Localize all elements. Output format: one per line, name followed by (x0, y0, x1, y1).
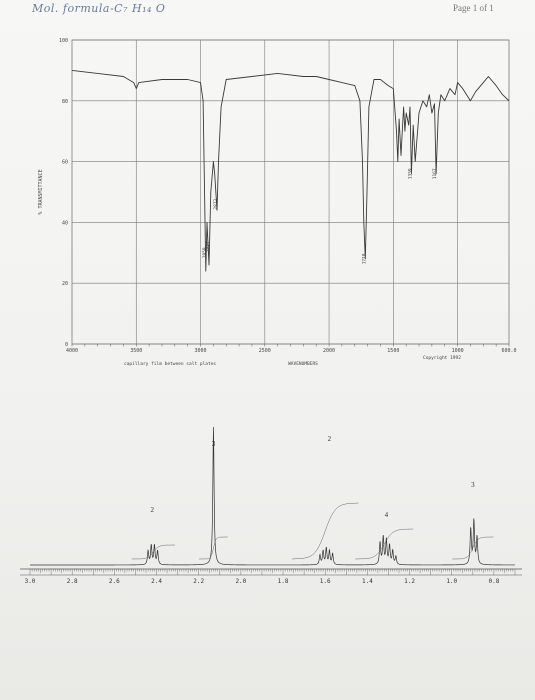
ir-peak-label-1718: 1718 (361, 253, 367, 264)
ir-y-tick-label-3: 40 (62, 220, 68, 226)
ir-peak-label-2872: 2872 (213, 198, 219, 209)
nmr-x-tick-label-10: 1.0 (446, 578, 457, 585)
nmr-x-tick-label-4: 2.2 (193, 578, 204, 585)
nmr-integral-curve-3 (355, 528, 414, 560)
ir-transmittance-trace (71, 69, 510, 272)
nmr-x-tick-label-2: 2.6 (109, 578, 120, 585)
page-number-label: Page 1 of 1 (453, 3, 494, 13)
nmr-x-tick-label-5: 2.0 (235, 578, 246, 585)
ir-copyright: Copyright 1992 (423, 355, 461, 361)
handwritten-formula-note: Mol. formula-C₇ H₁₄ O (32, 2, 166, 15)
ir-x-tick-label-4: 2000 (323, 348, 335, 354)
ir-y-tick-label-5: 0 (65, 342, 68, 348)
nmr-integral-curve-2 (291, 502, 359, 560)
nmr-integration-label-2: 2 (328, 435, 332, 443)
ir-x-axis-title: WAVENUMBERS (288, 361, 318, 367)
ir-sample-note: capillary film between salt plates (124, 361, 216, 367)
ir-y-tick-label-0: 100 (59, 38, 68, 44)
ir-x-tick-label-0: 4000 (66, 348, 78, 354)
ir-x-tick-label-2: 3000 (195, 348, 207, 354)
ir-y-tick-label-2: 60 (62, 160, 68, 166)
nmr-x-tick-label-1: 2.8 (67, 578, 78, 585)
ir-peak-label-1359: 1359 (407, 168, 413, 179)
nmr-integration-label-4: 3 (471, 481, 475, 489)
nmr-x-tick-label-3: 2.4 (151, 578, 162, 585)
nmr-x-tick-label-7: 1.6 (320, 578, 331, 585)
nmr-x-tick-label-9: 1.2 (404, 578, 415, 585)
ir-x-tick-label-6: 1000 (452, 348, 464, 354)
ir-peak-label-1167: 1167 (432, 168, 438, 179)
ir-x-tick-label-7: 600.0 (501, 348, 516, 354)
nmr-x-tick-label-11: 0.8 (488, 578, 499, 585)
nmr-integration-label-3: 4 (385, 511, 389, 519)
ir-x-tick-label-5: 1500 (387, 348, 399, 354)
nmr-integral-curve-0 (131, 544, 176, 560)
nmr-x-tick-label-0: 3.0 (25, 578, 36, 585)
nmr-integration-label-1: 3 (212, 440, 216, 448)
ir-x-tick-label-1: 3500 (130, 348, 142, 354)
nmr-integral-curve-1 (199, 536, 228, 560)
nmr-x-tick-label-6: 1.8 (278, 578, 289, 585)
ir-x-tick-label-3: 2500 (259, 348, 271, 354)
ir-peak-label-2959: 2959 (202, 247, 208, 258)
ir-y-tick-label-4: 20 (62, 281, 68, 287)
nmr-integration-label-0: 2 (151, 506, 155, 514)
ir-y-tick-label-1: 80 (62, 99, 68, 105)
nmr-integral-curve-4 (452, 536, 494, 560)
nmr-spectrum-trace (30, 426, 515, 566)
ir-y-axis-title: % TRANSMITTANCE (38, 169, 44, 214)
nmr-x-tick-label-8: 1.4 (362, 578, 373, 585)
ir-peak-label-2934: 2934 (205, 241, 211, 252)
